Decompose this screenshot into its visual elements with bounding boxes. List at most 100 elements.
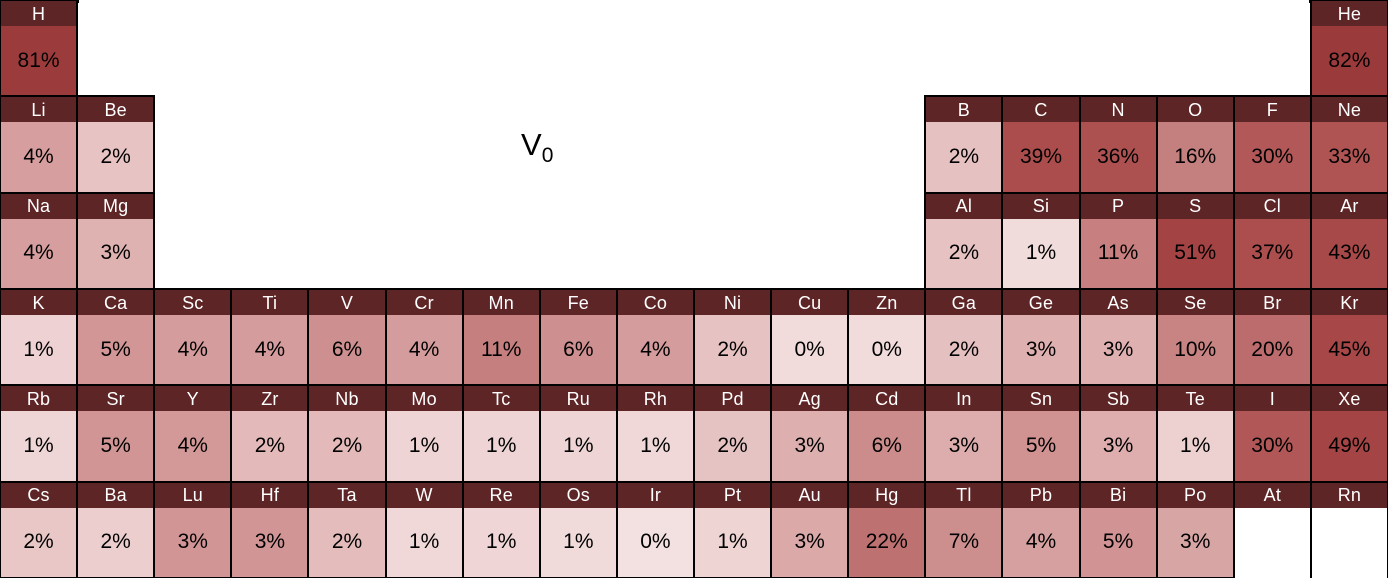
element-symbol: Tc xyxy=(463,386,539,412)
element-cell-Sc: Sc 4% xyxy=(153,288,233,387)
chart-title: V0 xyxy=(521,127,553,166)
element-cell-F: F 30% xyxy=(1232,95,1312,194)
element-value: 1% xyxy=(463,507,539,577)
element-symbol: Ge xyxy=(1003,290,1079,315)
element-value: 3% xyxy=(78,218,154,288)
element-value: 45% xyxy=(1311,315,1387,385)
element-symbol: Co xyxy=(617,290,693,315)
element-symbol: Rh xyxy=(617,386,693,412)
element-cell-Be: Be 2% xyxy=(76,95,156,194)
element-cell-Br: Br 20% xyxy=(1232,288,1312,387)
element-cell-Kr: Kr 45% xyxy=(1309,288,1388,387)
chart-title-subscript: 0 xyxy=(541,144,554,168)
element-symbol: P xyxy=(1080,193,1156,219)
element-symbol: Rn xyxy=(1311,482,1387,508)
element-value: 5% xyxy=(1080,507,1156,577)
element-cell-I: I 30% xyxy=(1232,384,1312,483)
element-cell-Ge: Ge 3% xyxy=(1001,288,1081,387)
element-cell-As: As 3% xyxy=(1078,288,1158,387)
element-value: 4% xyxy=(155,411,231,481)
element-symbol: Pd xyxy=(695,386,771,412)
element-value: 2% xyxy=(926,315,1002,385)
element-value: 11% xyxy=(1080,218,1156,288)
element-cell-Ca: Ca 5% xyxy=(76,288,156,387)
element-value: 1% xyxy=(1003,218,1079,288)
element-cell-Cr: Cr 4% xyxy=(384,288,464,387)
element-value: 3% xyxy=(1080,411,1156,481)
element-cell-Au: Au 3% xyxy=(770,480,850,578)
element-value: 5% xyxy=(1003,411,1079,481)
element-value: 4% xyxy=(232,315,308,385)
element-value: 3% xyxy=(772,507,848,577)
element-value: 1% xyxy=(1,411,77,481)
element-value: 82% xyxy=(1311,26,1387,96)
element-value: 2% xyxy=(695,315,771,385)
element-symbol: F xyxy=(1234,97,1310,123)
element-symbol: I xyxy=(1234,386,1310,412)
element-symbol: At xyxy=(1234,482,1310,508)
element-symbol: Sc xyxy=(155,290,231,315)
element-value: 3% xyxy=(926,411,1002,481)
element-symbol: Bi xyxy=(1080,482,1156,508)
element-value: 33% xyxy=(1311,122,1387,192)
element-cell-Se: Se 10% xyxy=(1155,288,1235,387)
element-symbol: Ta xyxy=(309,482,385,508)
element-value: 3% xyxy=(155,507,231,577)
element-value: 3% xyxy=(1003,315,1079,385)
element-value: 0% xyxy=(617,507,693,577)
element-value: 43% xyxy=(1311,218,1387,288)
element-value: 4% xyxy=(1,218,77,288)
element-symbol: Mg xyxy=(78,193,154,219)
element-symbol: Ru xyxy=(540,386,616,412)
element-symbol: Cs xyxy=(1,482,77,508)
element-value: 6% xyxy=(540,315,616,385)
element-cell-Hf: Hf 3% xyxy=(230,480,310,578)
element-symbol: Nb xyxy=(309,386,385,412)
element-value: 49% xyxy=(1311,411,1387,481)
element-cell-Pt: Pt 1% xyxy=(693,480,773,578)
element-symbol: Ir xyxy=(617,482,693,508)
element-value: 30% xyxy=(1234,122,1310,192)
element-symbol: B xyxy=(926,97,1002,123)
element-cell-H: H 81% xyxy=(0,0,79,98)
element-cell-Zn: Zn 0% xyxy=(847,288,927,387)
element-cell-K: K 1% xyxy=(0,288,79,387)
element-cell-Zr: Zr 2% xyxy=(230,384,310,483)
element-cell-Pd: Pd 2% xyxy=(693,384,773,483)
element-cell-Ti: Ti 4% xyxy=(230,288,310,387)
element-cell-C: C 39% xyxy=(1001,95,1081,194)
element-value: 2% xyxy=(309,507,385,577)
element-value: 4% xyxy=(1003,507,1079,577)
element-symbol: Ba xyxy=(78,482,154,508)
element-symbol: Rb xyxy=(1,386,77,412)
element-symbol: Li xyxy=(1,97,77,123)
element-symbol: W xyxy=(386,482,462,508)
element-value: 2% xyxy=(78,507,154,577)
element-symbol: Kr xyxy=(1311,290,1387,315)
element-symbol: Y xyxy=(155,386,231,412)
element-symbol: Pb xyxy=(1003,482,1079,508)
element-cell-Cu: Cu 0% xyxy=(770,288,850,387)
element-cell-Ba: Ba 2% xyxy=(76,480,156,578)
element-symbol: S xyxy=(1157,193,1233,219)
element-symbol: Hf xyxy=(232,482,308,508)
element-cell-Si: Si 1% xyxy=(1001,191,1081,290)
element-value: 1% xyxy=(695,507,771,577)
element-symbol: Mn xyxy=(463,290,539,315)
element-cell-P: P 11% xyxy=(1078,191,1158,290)
element-value: 11% xyxy=(463,315,539,385)
element-value: 2% xyxy=(1,507,77,577)
element-cell-Ne: Ne 33% xyxy=(1309,95,1388,194)
element-value: 1% xyxy=(386,507,462,577)
element-symbol: Ag xyxy=(772,386,848,412)
element-cell-Cs: Cs 2% xyxy=(0,480,79,578)
element-cell-Ga: Ga 2% xyxy=(924,288,1004,387)
element-value: 4% xyxy=(617,315,693,385)
element-value: 51% xyxy=(1157,218,1233,288)
chart-title-text: V xyxy=(521,127,542,162)
element-value: 4% xyxy=(386,315,462,385)
element-cell-S: S 51% xyxy=(1155,191,1235,290)
element-symbol: O xyxy=(1157,97,1233,123)
element-symbol: He xyxy=(1311,1,1387,26)
element-cell-Os: Os 1% xyxy=(538,480,618,578)
